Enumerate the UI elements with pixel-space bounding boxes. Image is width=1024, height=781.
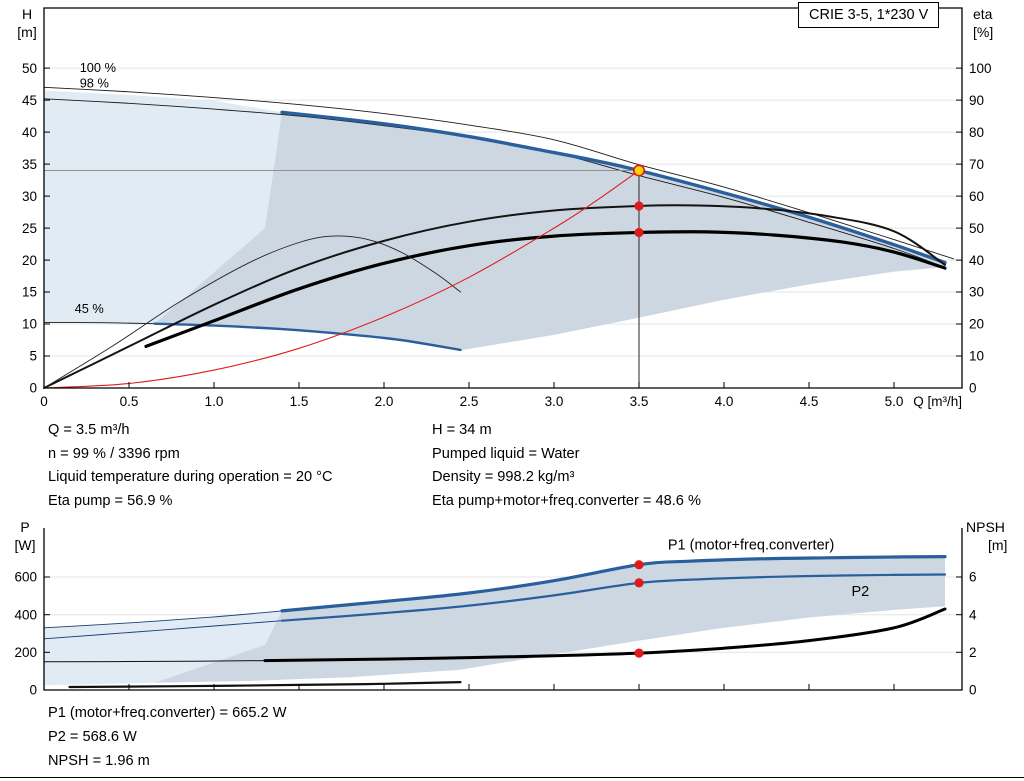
y-right-tick-label: 100 [969,61,992,76]
y-right-axis-title: eta [973,6,993,22]
qh-curve-duty-speed [280,110,947,265]
eta-pump-curve [43,204,946,389]
y-right-tick-label: 10 [969,349,984,364]
y-right-tick-label: 90 [969,93,984,108]
power-envelope-light [44,610,282,686]
npsh-45pct-curve [68,681,462,689]
p2-point [634,578,644,588]
plot-frame [43,528,963,691]
y-left-axis-title: P [20,519,29,535]
y-left-tick-label: 15 [22,285,37,300]
power-envelope-main [154,556,945,683]
p2-label: P2 [852,584,870,600]
operating-envelope-light [44,90,282,324]
y-right-tick-label: 0 [969,683,977,698]
npsh-point [634,648,644,658]
y-left-axis-unit: [W] [15,537,36,553]
y-right-tick-label: 20 [969,317,984,332]
info-line-eta-total: Eta pump+motor+freq.converter = 48.6 % [432,492,701,509]
x-tick-label: 0 [40,394,48,409]
x-axis-label: Q [m³/h] [913,394,962,409]
power-npsh-chart: 0 200 400 600 0 2 4 6 P1 (motor+freq.converter) P… [14,519,1007,698]
y-right-axis-title: NPSH [966,519,1005,535]
p2-curve-ext [43,620,283,640]
bottom-divider [0,777,1024,778]
qh-eta-chart: 0 0.5 1.0 1.5 2.0 2.5 3.0 3.5 4.0 4.5 5.0 Q [m³/h] 0… [17,6,993,409]
info-line-p2: P2 = 568.6 W [48,729,137,745]
y-right-tick-label: 70 [969,157,984,172]
speed-label-100: 100 % [80,60,116,75]
y-right-tick-label: 2 [969,645,977,660]
y-left-tick-label: 35 [22,157,37,172]
y-right-tick-label: 30 [969,285,984,300]
duty-info-right: H = 34 m Pumped liquid = Water Density =… [432,419,701,513]
info-line-eta-pump: Eta pump = 56.9 % [48,492,173,509]
x-tick-label: 3.0 [545,394,564,409]
x-tick-label: 2.0 [375,394,394,409]
y-left-tick-label: 40 [22,125,37,140]
eta-total-curve [144,230,947,348]
x-tick-label: 4.5 [800,394,819,409]
info-line-head: H = 34 m [432,422,492,438]
system-curve [43,169,640,389]
x-tick-label: 2.5 [460,394,479,409]
x-tick-label: 5.0 [885,394,904,409]
x-tick-label: 0.5 [120,394,139,409]
p1-curve-ext [43,610,283,629]
y-left-tick-label: 30 [22,189,37,204]
speed-label-45: 45 % [75,301,104,316]
y-right-tick-label: 80 [969,125,984,140]
power-info-block: P1 (motor+freq.converter) = 665.2 W P2 =… [48,701,286,773]
speed-label-98: 98 % [80,75,109,90]
y-left-tick-label: 0 [29,683,37,698]
y-left-tick-label: 50 [22,61,37,76]
p1-curve [280,555,947,613]
y-left-tick-label: 600 [14,570,37,585]
y-left-tick-label: 400 [14,607,37,622]
pump-model-box: CRIE 3-5, 1*230 V [798,2,940,28]
y-right-tick-label: 50 [969,221,984,236]
x-tick-label: 1.5 [290,394,309,409]
x-tick-label: 3.5 [630,394,649,409]
duty-point [632,164,646,177]
p1-point [634,560,644,570]
info-line-speed: n = 99 % / 3396 rpm [48,445,180,462]
y-left-axis-unit: [m] [17,24,36,40]
y-left-tick-label: 200 [14,645,37,660]
duty-info-left: Q = 3.5 m³/h n = 99 % / 3396 rpm Liquid … [48,419,333,513]
x-tick-label: 1.0 [205,394,224,409]
info-line-flow: Q = 3.5 m³/h [48,422,130,438]
y-right-tick-label: 0 [969,381,977,396]
p1-label: P1 (motor+freq.converter) [668,538,834,554]
y-right-tick-label: 40 [969,253,984,268]
y-right-tick-label: 6 [969,570,977,585]
y-left-tick-label: 10 [22,317,37,332]
info-line-p1: P1 (motor+freq.converter) = 665.2 W [48,705,287,721]
y-right-axis-unit: [m] [988,537,1007,553]
p2-curve [280,573,947,622]
y-right-tick-label: 4 [969,607,977,622]
eta-pump-45pct-curve [43,235,461,389]
y-left-axis-title: H [22,6,32,22]
qh-curve-45pct-ext [43,321,155,325]
eta-total-point [634,227,644,238]
info-line-npsh: NPSH = 1.96 m [48,753,150,769]
y-right-axis-unit: [%] [973,24,993,40]
npsh-curve-ext [43,660,266,663]
pump-model-label: CRIE 3-5, 1*230 V [809,7,929,23]
eta-pump-point [634,201,644,211]
info-line-temperature: Liquid temperature during operation = 20… [48,469,333,485]
y-left-tick-label: 0 [29,381,37,396]
info-line-liquid: Pumped liquid = Water [432,445,580,462]
info-line-density: Density = 998.2 kg/m³ [432,469,575,485]
y-left-tick-label: 20 [22,253,37,268]
y-right-tick-label: 60 [969,189,984,204]
x-tick-label: 4.0 [715,394,734,409]
y-left-tick-label: 5 [29,349,37,364]
y-left-tick-label: 25 [22,221,37,236]
qh-curve-45pct [153,322,462,352]
y-left-tick-label: 45 [22,93,37,108]
